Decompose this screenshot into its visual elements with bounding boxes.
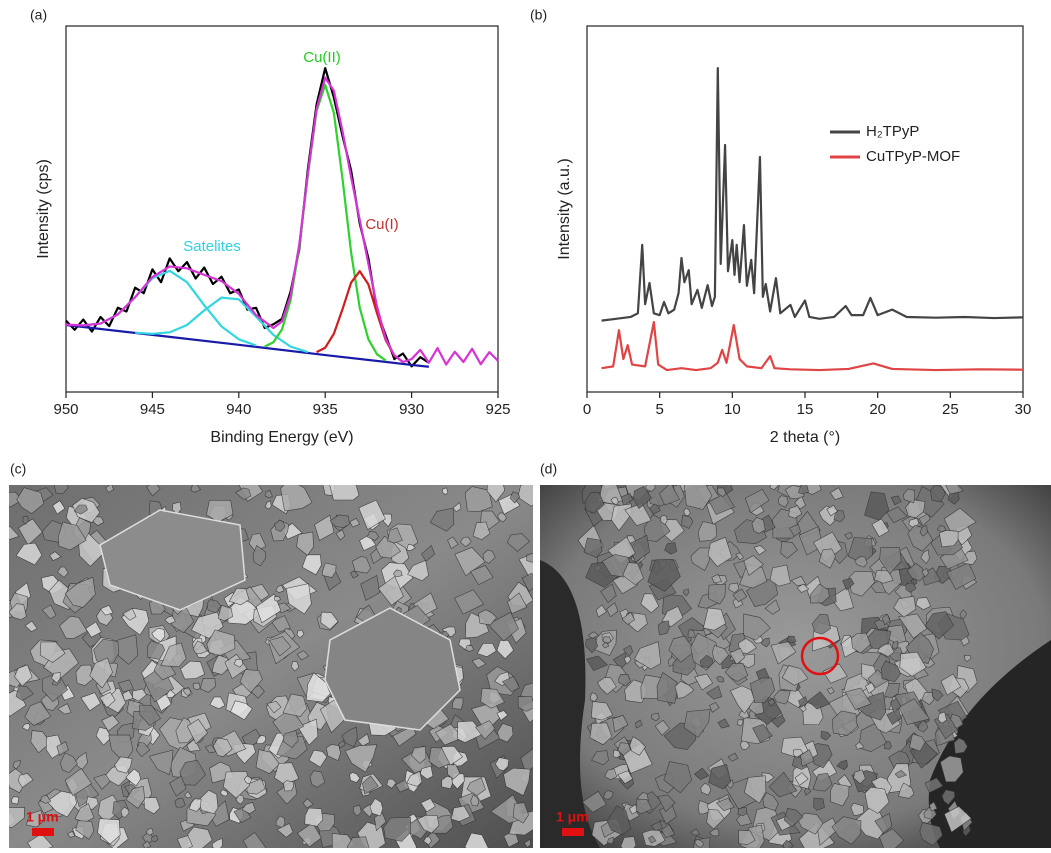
x-tick-label: 0 — [583, 401, 591, 418]
annotation: Cu(I) — [365, 216, 398, 233]
x-tick-label: 930 — [399, 401, 424, 418]
x-tick-label: 940 — [226, 401, 251, 418]
x-tick-label: 925 — [485, 401, 510, 418]
sem-grain — [527, 553, 537, 563]
x-tick-label: 5 — [655, 401, 663, 418]
plot-frame — [66, 26, 498, 392]
x-tick-label: 950 — [53, 401, 78, 418]
panel-label: (a) — [30, 7, 47, 23]
y-axis-label: Intensity (cps) — [35, 159, 52, 259]
sem-grain — [284, 781, 294, 791]
legend-label: H₂TPyP — [866, 123, 919, 140]
sem-image — [0, 475, 545, 848]
sem-grain — [11, 797, 19, 805]
annotation: Satelites — [183, 238, 241, 255]
series-line — [602, 322, 1023, 370]
panel-label: (d) — [540, 461, 557, 477]
series-line — [83, 271, 256, 346]
series-line — [66, 78, 498, 365]
panel-label: (c) — [10, 461, 26, 477]
figure: (a) 950 945 940 935 930 925 Binding Energy (eV)… — [0, 0, 1051, 848]
x-tick-label: 30 — [1015, 401, 1032, 418]
scale-bar — [32, 828, 54, 836]
scale-bar — [562, 828, 584, 836]
sem-grain — [193, 683, 200, 689]
x-tick-label: 10 — [724, 401, 741, 418]
plot-frame — [587, 26, 1023, 392]
sem-grain — [738, 807, 747, 815]
x-tick-label: 15 — [797, 401, 814, 418]
legend-label: CuTPyP-MOF — [866, 148, 960, 165]
y-axis-label: Intensity (a.u.) — [556, 158, 573, 259]
x-axis-label: Binding Energy (eV) — [210, 429, 353, 446]
sem-grain — [603, 637, 611, 644]
x-tick-label: 935 — [313, 401, 338, 418]
sem-grain — [646, 481, 656, 492]
sem-image — [540, 472, 1051, 848]
x-tick-label: 945 — [140, 401, 165, 418]
series-line — [66, 325, 429, 367]
x-tick-label: 20 — [869, 401, 886, 418]
x-axis-label: 2 theta (°) — [770, 429, 840, 446]
sem-grain — [330, 475, 360, 500]
series-line — [602, 68, 1023, 321]
panel-label: (b) — [530, 7, 547, 23]
scale-bar-label: 1 μm — [556, 809, 589, 825]
annotation: Cu(II) — [303, 49, 341, 66]
scale-bar-label: 1 μm — [26, 809, 59, 825]
x-tick-label: 25 — [942, 401, 959, 418]
